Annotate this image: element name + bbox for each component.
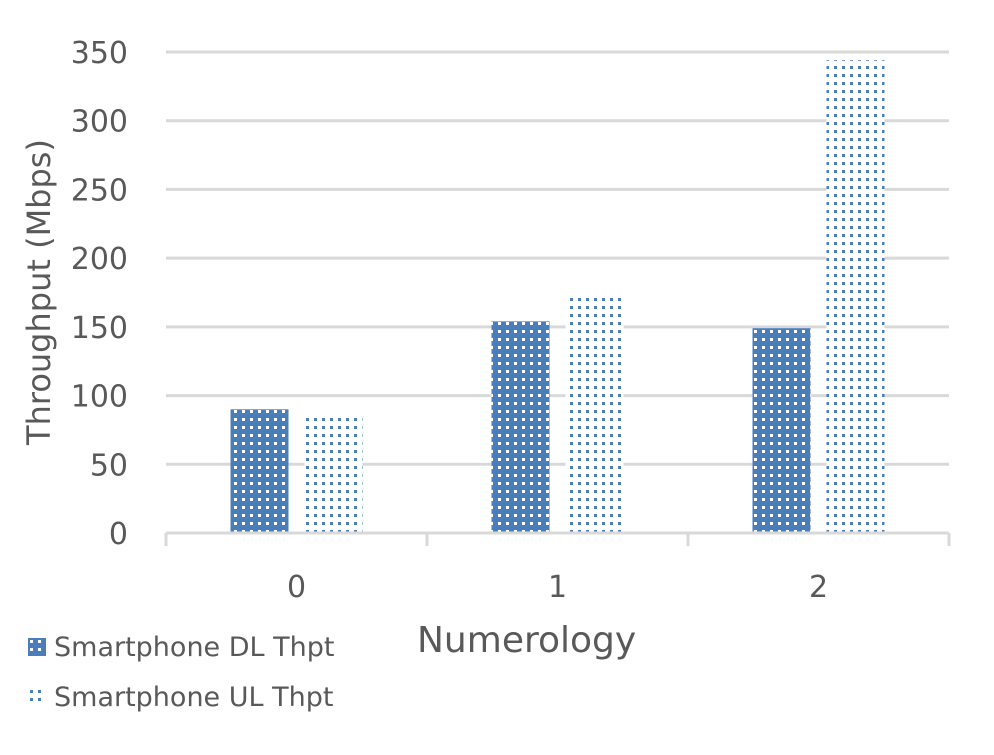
bar-ul-0 <box>304 414 363 533</box>
y-tick-label: 150 <box>71 311 128 346</box>
legend-item-dl: Smartphone DL Thpt <box>28 622 335 672</box>
y-tick-label: 250 <box>71 173 128 208</box>
bars <box>230 60 885 533</box>
x-axis-title: Numerology <box>417 620 637 661</box>
bar-dl-1 <box>491 321 550 533</box>
y-tick-label: 100 <box>71 380 128 415</box>
bar-dl-2 <box>752 328 811 533</box>
ul-pattern-swatch-icon <box>28 688 46 706</box>
x-tick-label: 1 <box>548 570 567 605</box>
y-tick-label: 50 <box>90 448 128 483</box>
y-tick-label: 350 <box>71 36 128 71</box>
gridlines <box>166 50 949 466</box>
legend-item-ul: Smartphone UL Thpt <box>28 672 335 722</box>
x-axis: 0 1 2 <box>164 531 951 605</box>
legend: Smartphone DL Thpt Smartphone UL Thpt <box>28 622 335 722</box>
x-tick-label: 2 <box>809 570 828 605</box>
y-tick-label: 300 <box>71 105 128 140</box>
y-axis-title: Throughput (Mbps) <box>20 139 58 446</box>
dl-pattern-swatch-icon <box>28 638 46 656</box>
legend-label: Smartphone DL Thpt <box>54 631 335 663</box>
y-axis-ticks: 0 50 100 150 200 250 300 350 <box>71 36 128 552</box>
legend-label: Smartphone UL Thpt <box>54 681 334 713</box>
y-tick-label: 200 <box>71 242 128 277</box>
bar-ul-1 <box>565 295 624 533</box>
y-tick-label: 0 <box>109 517 128 552</box>
bar-dl-0 <box>230 409 289 533</box>
x-tick-label: 0 <box>287 570 306 605</box>
bar-ul-2 <box>826 60 885 533</box>
